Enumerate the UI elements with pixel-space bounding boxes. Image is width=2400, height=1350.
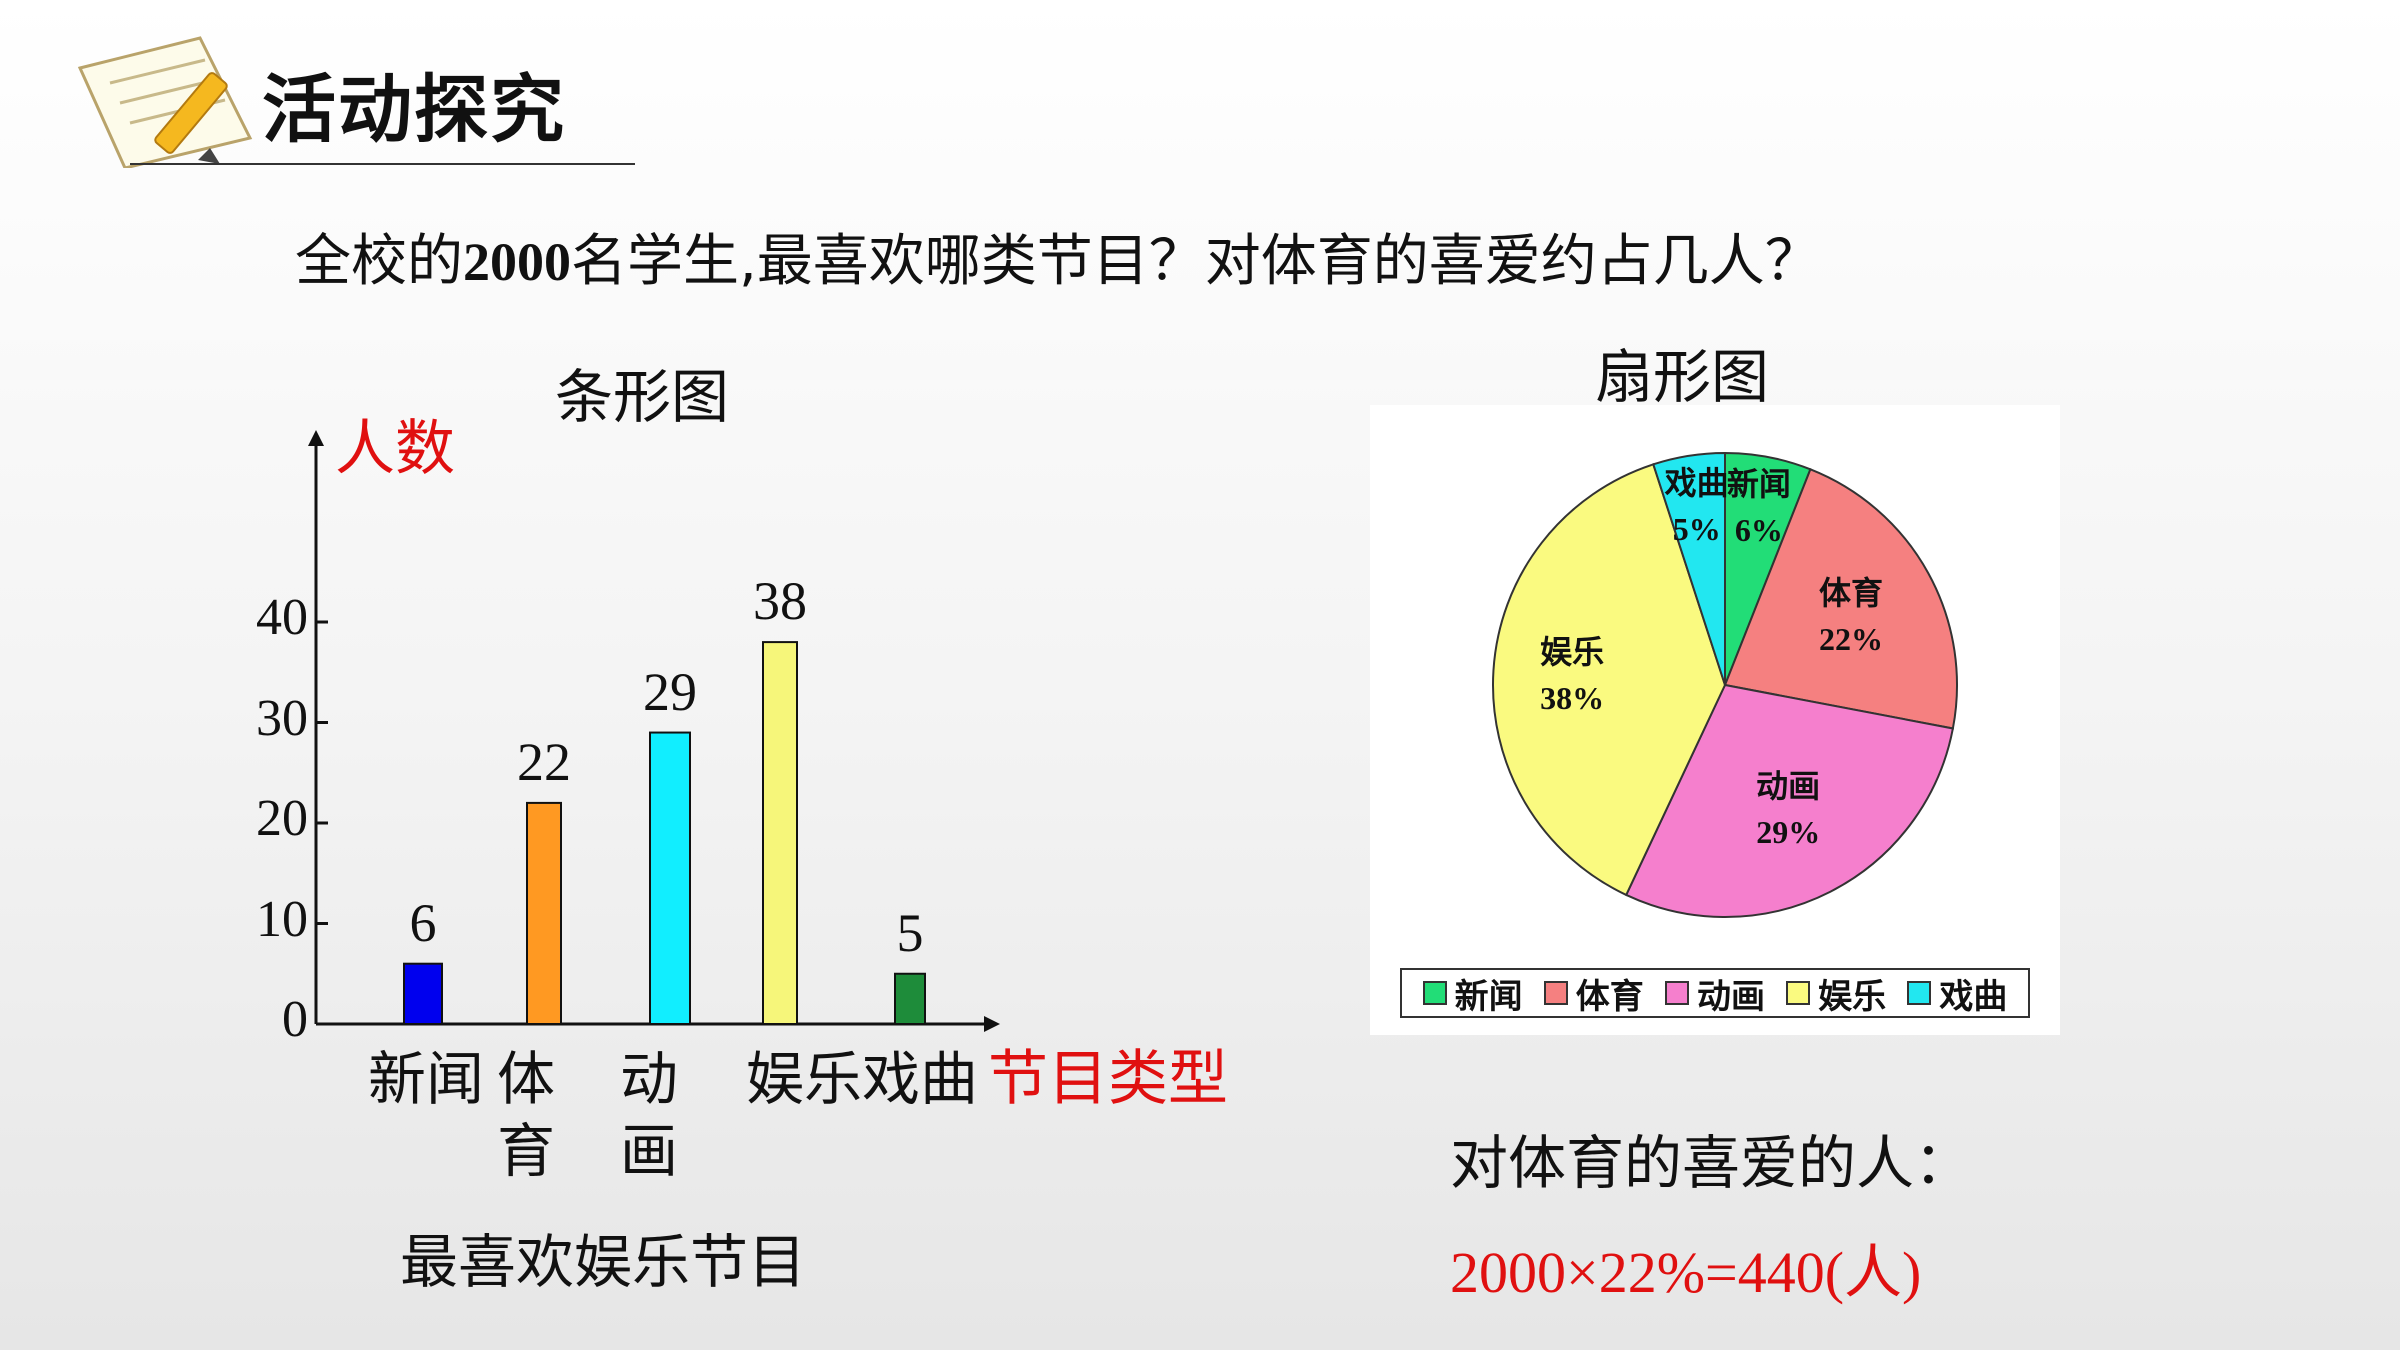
pie-slice-label: 戏曲 5% (1652, 460, 1742, 552)
pie-slice-3 (1624, 683, 1955, 918)
pie-slice-5 (1652, 451, 1726, 686)
legend-item: 新闻 (1422, 969, 1523, 1018)
bar-4 (762, 641, 798, 1025)
bar-data-label: 6 (409, 892, 437, 953)
question-after: 名学生,最喜欢哪类节目？对体育的喜爱约占几人？ (571, 229, 1821, 294)
sport-label: 对体育的喜爱的人： (1450, 1129, 1973, 1197)
pie-slice-value: 5% (1672, 511, 1721, 548)
legend-label: 新闻 (1454, 976, 1523, 1017)
y-axis-arrow (308, 430, 324, 446)
category-label: 体育 (497, 1043, 555, 1187)
pie-slice-name: 体育 (1819, 574, 1884, 611)
pie-chart (1492, 451, 1958, 918)
legend-label: 娱乐 (1818, 976, 1887, 1017)
pie-slice-name: 娱乐 (1540, 634, 1605, 671)
pie-slice-value: 6% (1734, 512, 1783, 549)
y-tick-label: 40 (256, 589, 308, 646)
pie-slice-value: 38% (1540, 680, 1605, 717)
legend-item: 娱乐 (1786, 969, 1886, 1018)
legend-swatch (1543, 981, 1568, 1005)
category-label-line: 画 (620, 1117, 679, 1185)
bar-data-label: 29 (643, 661, 697, 722)
bar-data-label: 22 (517, 731, 571, 792)
legend-swatch (1907, 981, 1932, 1005)
pie-slice-label: 体育 22% (1806, 570, 1896, 662)
pie-slice-value: 22% (1819, 620, 1884, 657)
legend-item: 体育 (1543, 969, 1644, 1018)
sport-formula: 2000×22%=440(人) (1450, 1240, 1922, 1305)
bar-5 (894, 972, 926, 1025)
question-number: 2000 (463, 232, 571, 292)
bar-3 (649, 731, 691, 1025)
legend-item: 戏曲 (1907, 969, 2007, 1018)
legend-label: 体育 (1575, 976, 1644, 1017)
pie-slice-label: 动画 29% (1743, 763, 1833, 855)
pie-slice-value: 29% (1756, 814, 1821, 851)
legend-label: 动画 (1696, 976, 1765, 1017)
bar-1 (403, 962, 443, 1026)
x-axis-arrow (984, 1016, 1000, 1032)
bar-chart-title: 条形图 (555, 363, 730, 431)
category-label: 娱乐 (746, 1043, 862, 1115)
pie-slice-2 (1723, 467, 1958, 730)
y-tick-label: 30 (256, 689, 308, 747)
question-text: 全校的2000名学生,最喜欢哪类节目？对体育的喜爱约占几人？ (295, 216, 1821, 297)
bar-conclusion: 最喜欢娱乐节目 (400, 1228, 807, 1296)
pie-slice-name: 戏曲 (1664, 465, 1729, 502)
bar-data-label: 38 (753, 571, 807, 632)
category-label-line: 动 (620, 1045, 679, 1113)
pie-slice-label: 娱乐 38% (1527, 629, 1617, 721)
category-label-line: 娱乐 (746, 1045, 863, 1113)
pie-chart-panel: 新闻 6% 体育 22% 动画 29% 娱乐 38% 戏曲 5% 新闻 体育 动画 娱乐 戏曲 (1370, 405, 2060, 1035)
legend-swatch (1422, 981, 1447, 1005)
pie-chart-title: 扇形图 (1595, 343, 1770, 411)
pie-slice-label: 新闻 6% (1714, 461, 1804, 553)
category-label-line: 育 (497, 1117, 556, 1185)
bar-chart-y-label: 人数 (335, 414, 455, 484)
y-tick-label: 0 (282, 991, 308, 1048)
pie-slice-name: 新闻 (1726, 466, 1791, 503)
question-before: 全校的 (295, 229, 463, 294)
category-label-line: 戏曲 (862, 1045, 979, 1113)
legend-swatch (1786, 981, 1811, 1005)
header-underline (130, 163, 635, 165)
bar-data-label: 5 (896, 902, 924, 963)
pie-slice-name: 动画 (1756, 768, 1821, 805)
y-tick-label: 20 (256, 790, 308, 847)
category-label-line: 新闻 (368, 1045, 485, 1113)
category-label: 新闻 (368, 1043, 484, 1115)
bar-chart-x-label: 节目类型 (988, 1044, 1228, 1114)
section-title: 活动探究 (262, 67, 566, 153)
bar-chart-axes (308, 430, 1000, 1032)
category-label: 动画 (620, 1043, 678, 1187)
legend-item: 动画 (1664, 969, 1765, 1018)
legend-label: 戏曲 (1939, 976, 2008, 1017)
legend-swatch (1664, 981, 1689, 1005)
category-label: 戏曲 (862, 1043, 978, 1115)
pie-slice-4 (1492, 463, 1727, 897)
category-label-line: 体 (497, 1045, 556, 1113)
notepad-pencil-icon (77, 36, 253, 168)
pie-legend: 新闻 体育 动画 娱乐 戏曲 (1400, 968, 2030, 1018)
y-tick-label: 10 (256, 890, 308, 948)
bar-2 (526, 801, 562, 1026)
